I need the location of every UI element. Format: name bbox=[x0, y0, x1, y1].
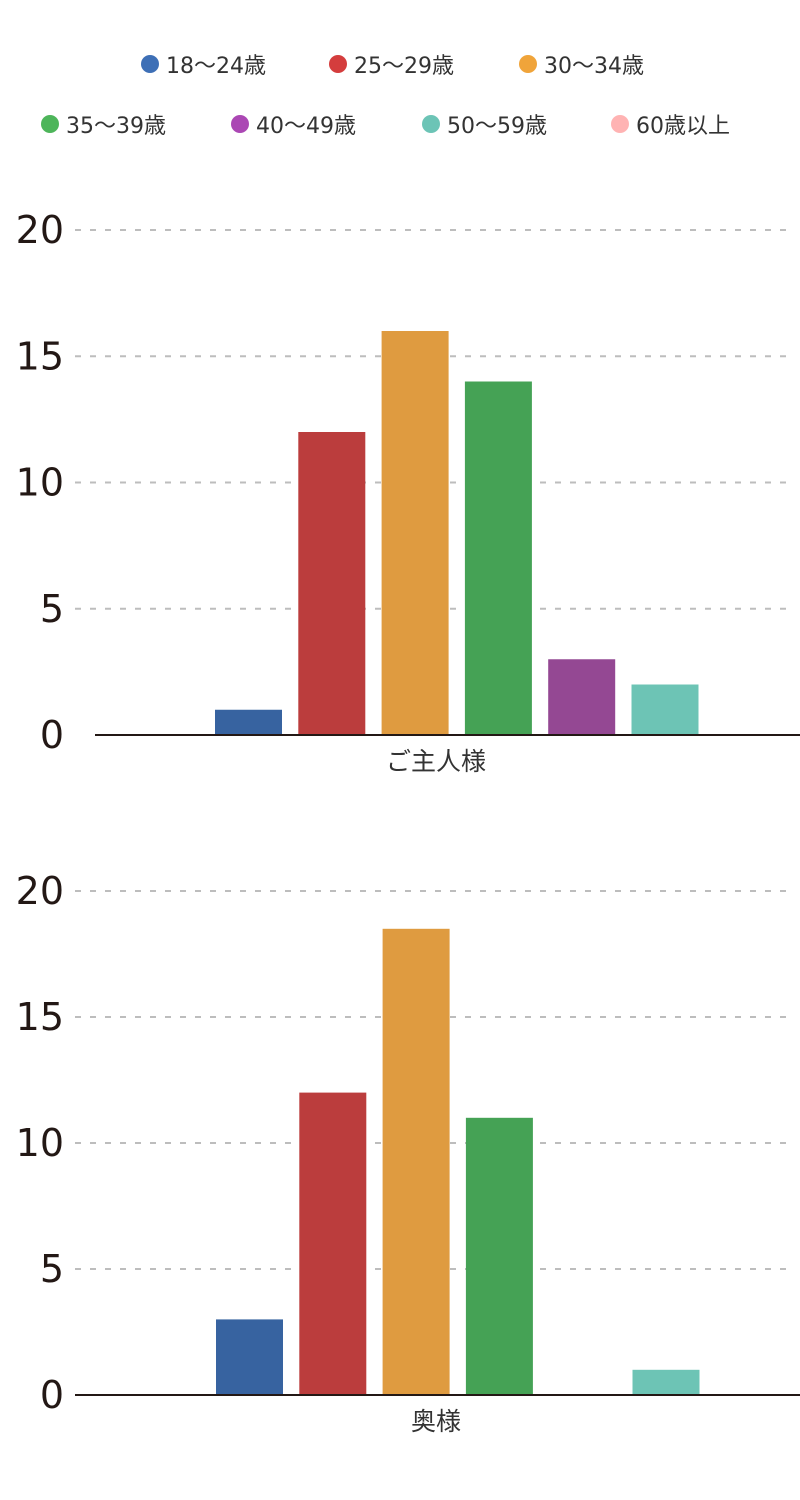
legend-item[interactable]: 50〜59歳 bbox=[422, 108, 547, 140]
bar-6 bbox=[631, 684, 699, 735]
bar-2 bbox=[299, 1092, 367, 1395]
legend-label: 40〜49歳 bbox=[256, 114, 356, 139]
legend-dot-icon bbox=[611, 115, 629, 133]
y-tick-label: 20 bbox=[16, 208, 64, 252]
legend-label: 25〜29歳 bbox=[354, 54, 454, 79]
legend-item[interactable]: 40〜49歳 bbox=[231, 108, 356, 140]
y-tick-label: 5 bbox=[40, 1247, 64, 1291]
legend-dot-icon bbox=[519, 55, 537, 73]
y-tick-label: 10 bbox=[16, 461, 64, 505]
legend-dot-icon bbox=[422, 115, 440, 133]
legend-label: 18〜24歳 bbox=[166, 54, 266, 79]
legend-label: 50〜59歳 bbox=[447, 114, 547, 139]
legend-dot-icon bbox=[41, 115, 59, 133]
legend-item[interactable]: 18〜24歳 bbox=[141, 48, 266, 80]
legend-label: 60歳以上 bbox=[636, 114, 730, 139]
legend-item[interactable]: 30〜34歳 bbox=[519, 48, 644, 80]
legend-label: 35〜39歳 bbox=[66, 114, 166, 139]
y-tick-label: 20 bbox=[16, 869, 64, 913]
y-tick-label: 5 bbox=[40, 587, 64, 631]
y-tick-label: 10 bbox=[16, 1121, 64, 1165]
bar-4 bbox=[465, 1117, 533, 1395]
legend-dot-icon bbox=[231, 115, 249, 133]
bar-1 bbox=[215, 709, 282, 735]
legend-label: 30〜34歳 bbox=[544, 54, 644, 79]
x-category-label: ご主人様 bbox=[386, 747, 486, 776]
bar-3 bbox=[382, 928, 450, 1395]
legend-item[interactable]: 35〜39歳 bbox=[41, 108, 166, 140]
bar-4 bbox=[464, 381, 532, 735]
chart-legend: 18〜24歳 25〜29歳 30〜34歳 35〜39歳 40〜49歳 50〜59… bbox=[0, 0, 800, 160]
bar-chart-wife: 0 5 10 15 20 奥様 bbox=[16, 869, 800, 1436]
legend-dot-icon bbox=[329, 55, 347, 73]
bar-6 bbox=[632, 1369, 700, 1395]
bar-3 bbox=[381, 331, 449, 735]
y-tick-label: 0 bbox=[40, 1373, 64, 1417]
bar-5 bbox=[548, 659, 616, 735]
y-tick-label: 15 bbox=[16, 995, 64, 1039]
bar-1 bbox=[216, 1319, 283, 1395]
bar-2 bbox=[298, 432, 366, 735]
y-tick-label: 15 bbox=[16, 334, 64, 378]
x-category-label: 奥様 bbox=[411, 1407, 461, 1436]
legend-item[interactable]: 60歳以上 bbox=[611, 108, 730, 140]
bar-chart-husband: 0 5 10 15 20 ご主人様 bbox=[16, 208, 800, 776]
legend-item[interactable]: 25〜29歳 bbox=[329, 48, 454, 80]
legend-dot-icon bbox=[141, 55, 159, 73]
y-tick-label: 0 bbox=[40, 713, 64, 757]
